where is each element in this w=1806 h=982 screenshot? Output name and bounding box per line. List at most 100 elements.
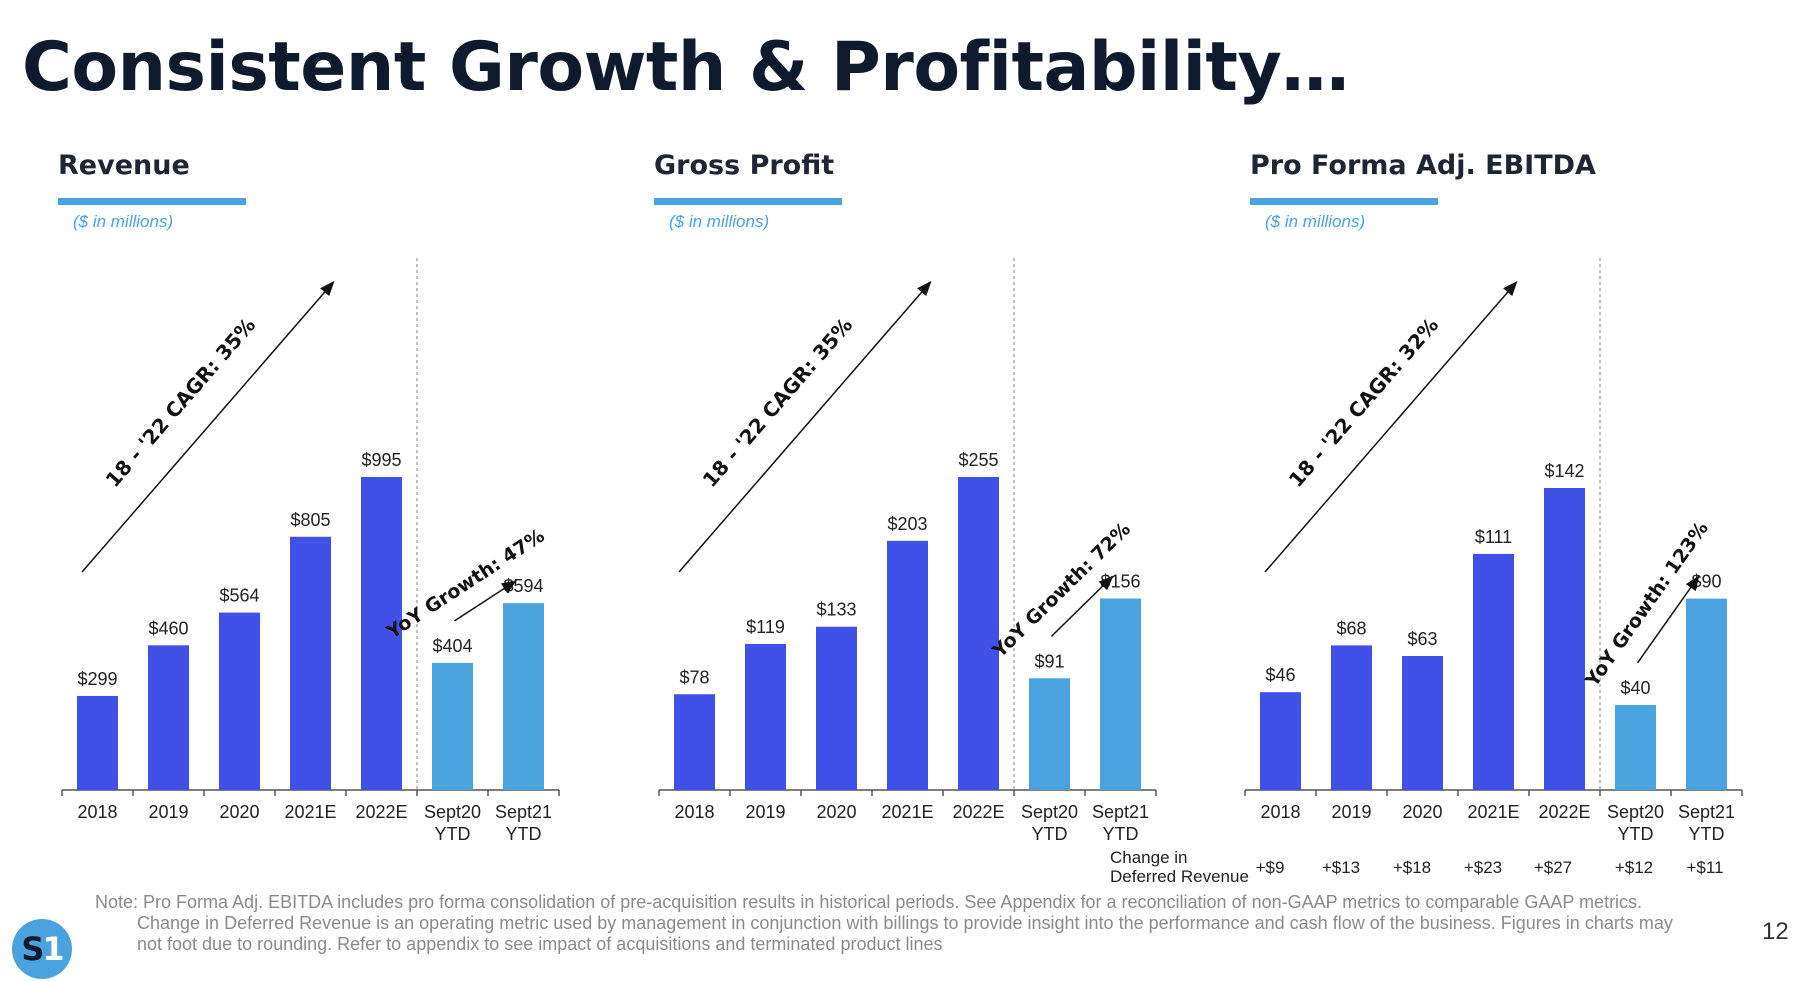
ebitda-bar xyxy=(1402,656,1443,790)
deferred-revenue-value: +$18 xyxy=(1392,858,1432,877)
gross-profit-data-label: $133 xyxy=(816,600,856,620)
deferred-revenue-value: +$11 xyxy=(1686,858,1724,877)
ebitda-bar xyxy=(1686,598,1727,790)
ebitda-category-label: Sept20 xyxy=(1607,802,1664,822)
ebitda-category-label: 2020 xyxy=(1402,802,1442,822)
revenue-yoy-arrow xyxy=(454,580,517,622)
revenue-category-label: Sept21 xyxy=(495,802,552,822)
ebitda-yoy-arrow xyxy=(1636,575,1700,664)
gross-profit-category-label: 2019 xyxy=(745,802,785,822)
ebitda-category-label: 2022E xyxy=(1538,802,1590,822)
ebitda-data-label: $40 xyxy=(1620,678,1650,698)
revenue-bar xyxy=(290,536,331,790)
revenue-category-label: YTD xyxy=(506,824,542,844)
gross-profit-bar xyxy=(816,626,857,790)
revenue-cagr-annotation: 18 - '22 CAGR: 35% xyxy=(101,313,261,492)
deferred-revenue-value: +$27 xyxy=(1533,858,1573,877)
gross-profit-unit-note: ($ in millions) xyxy=(669,212,770,231)
revenue-category-label: 2019 xyxy=(148,802,188,822)
ebitda-bar xyxy=(1331,645,1372,790)
revenue-bar xyxy=(432,662,473,790)
gross-profit-data-label: $203 xyxy=(887,514,927,534)
gross-profit-data-label: $119 xyxy=(746,617,785,637)
ebitda-category-label: 2018 xyxy=(1260,802,1300,822)
revenue-unit-note: ($ in millions) xyxy=(73,212,174,231)
revenue-category-label: 2022E xyxy=(355,802,407,822)
ebitda-bar xyxy=(1544,488,1585,790)
revenue-bar xyxy=(219,612,260,790)
ebitda-chart-title: Pro Forma Adj. EBITDA xyxy=(1250,150,1596,181)
deferred-revenue-value: +$13 xyxy=(1321,858,1361,877)
revenue-category-label: 2020 xyxy=(219,802,259,822)
gross-profit-cagr-arrow xyxy=(678,280,932,573)
revenue-bar xyxy=(148,645,189,790)
page-title: Consistent Growth & Profitability… xyxy=(22,28,1349,107)
gross-profit-category-label: 2020 xyxy=(816,802,856,822)
ebitda-data-label: $63 xyxy=(1407,629,1437,649)
ebitda-data-label: $111 xyxy=(1475,527,1512,547)
ebitda-data-label: $90 xyxy=(1691,572,1721,592)
gross-profit-category-label: 2018 xyxy=(674,802,714,822)
gross-profit-yoy-arrow xyxy=(1050,575,1114,637)
revenue-category-label: 2018 xyxy=(77,802,117,822)
ebitda-category-label: YTD xyxy=(1689,824,1725,844)
gross-profit-bar xyxy=(674,694,715,790)
revenue-data-label: $404 xyxy=(432,636,472,656)
deferred-revenue-label-line1: Change in xyxy=(1110,848,1188,867)
ebitda-data-label: $68 xyxy=(1336,618,1366,638)
gross-profit-bar xyxy=(1100,598,1141,790)
revenue-bar xyxy=(361,477,402,790)
ebitda-cagr-arrow xyxy=(1264,280,1518,573)
gross-profit-category-label: YTD xyxy=(1103,824,1139,844)
gross-profit-bar xyxy=(1029,678,1070,790)
page-number: 12 xyxy=(1762,918,1789,945)
revenue-category-label: Sept20 xyxy=(424,802,481,822)
deferred-revenue-label: Change in Deferred Revenue xyxy=(1110,848,1249,886)
logo-letter: S xyxy=(21,930,44,968)
ebitda-unit-note: ($ in millions) xyxy=(1265,212,1366,231)
ebitda-category-label: YTD xyxy=(1618,824,1654,844)
revenue-data-label: $564 xyxy=(219,586,259,606)
ebitda-bar xyxy=(1615,704,1656,790)
revenue-chart-title: Revenue xyxy=(58,150,190,181)
ebitda-cagr-annotation: 18 - '22 CAGR: 32% xyxy=(1284,313,1444,492)
logo-digit: 1 xyxy=(42,930,64,968)
gross-profit-data-label: $78 xyxy=(679,667,709,687)
ebitda-category-label: Sept21 xyxy=(1678,802,1735,822)
revenue-cagr-arrow xyxy=(81,280,335,573)
gross-profit-bar xyxy=(887,540,928,790)
gross-profit-cagr-annotation: 18 - '22 CAGR: 35% xyxy=(698,313,858,492)
revenue-data-label: $594 xyxy=(503,576,543,596)
deferred-revenue-value: +$12 xyxy=(1614,858,1654,877)
revenue-category-label: YTD xyxy=(435,824,471,844)
ebitda-data-label: $46 xyxy=(1265,665,1295,685)
gross-profit-category-label: YTD xyxy=(1032,824,1068,844)
gross-profit-bar xyxy=(745,643,786,790)
gross-profit-category-label: Sept20 xyxy=(1021,802,1078,822)
revenue-bar xyxy=(503,603,544,790)
ebitda-bar xyxy=(1260,692,1301,790)
revenue-title-rule xyxy=(58,198,246,205)
gross-profit-data-label: $91 xyxy=(1034,651,1064,671)
footnote: Note: Pro Forma Adj. EBITDA includes pro… xyxy=(95,892,1673,954)
gross-profit-category-label: 2021E xyxy=(881,802,933,822)
deferred-revenue-label-line2: Deferred Revenue xyxy=(1110,867,1249,886)
revenue-data-label: $995 xyxy=(361,450,401,470)
ebitda-title-rule xyxy=(1250,198,1438,205)
gross-profit-title-rule xyxy=(654,198,842,205)
deferred-revenue-value: +$23 xyxy=(1463,858,1503,877)
ebitda-data-label: $142 xyxy=(1544,461,1584,481)
revenue-data-label: $460 xyxy=(148,618,188,638)
revenue-bar xyxy=(77,695,118,790)
ebitda-bar xyxy=(1473,553,1514,790)
revenue-category-label: 2021E xyxy=(284,802,336,822)
ebitda-category-label: 2021E xyxy=(1467,802,1519,822)
gross-profit-chart-title: Gross Profit xyxy=(654,150,835,181)
revenue-data-label: $299 xyxy=(77,669,117,689)
gross-profit-bar xyxy=(958,477,999,790)
deferred-revenue-value: +$9 xyxy=(1255,858,1285,877)
revenue-data-label: $805 xyxy=(290,510,330,530)
gross-profit-data-label: $255 xyxy=(958,450,998,470)
